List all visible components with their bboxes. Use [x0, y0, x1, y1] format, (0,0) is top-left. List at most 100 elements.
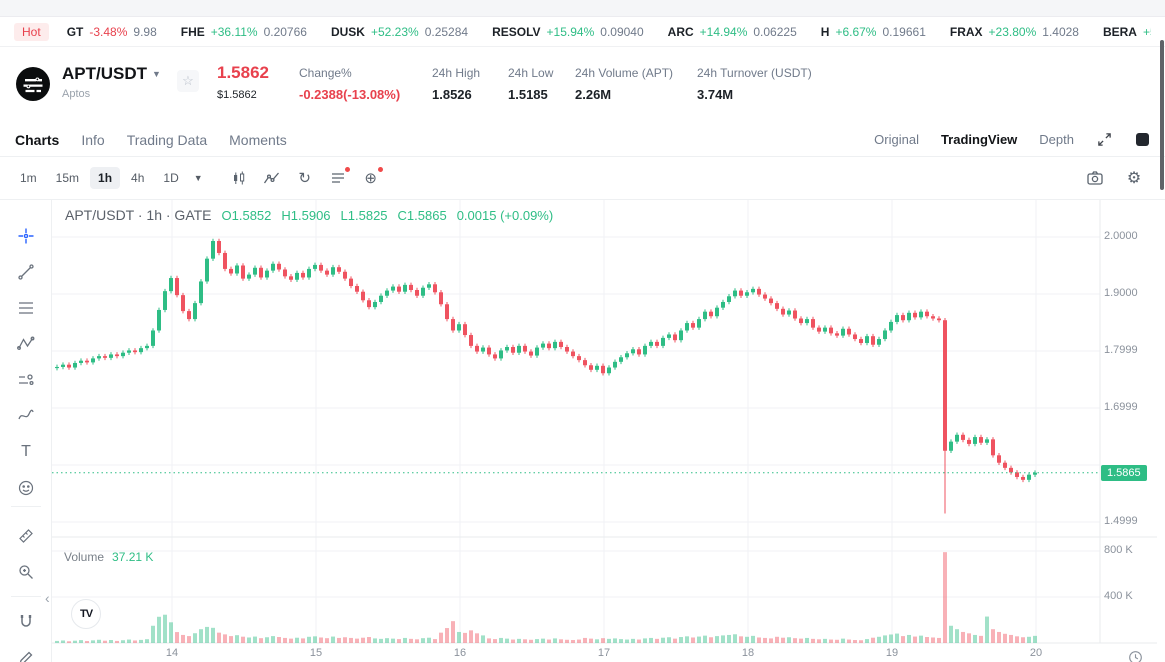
ticker-item-gt[interactable]: GT -3.48% 9.98 [66, 24, 157, 39]
tab-charts[interactable]: Charts [15, 131, 60, 148]
volume-axis-label: 800 K [1104, 544, 1133, 556]
ticker-item-fhe[interactable]: FHE +36.11% 0.20766 [180, 24, 307, 39]
legend-low: L1.5825 [340, 208, 388, 223]
ruler-tool-icon[interactable] [16, 526, 36, 546]
price-axis-label: 1.9000 [1104, 287, 1138, 299]
order-template-icon[interactable] [324, 164, 352, 192]
tab-trading-data[interactable]: Trading Data [126, 131, 208, 148]
timeframe-15m[interactable]: 15m [55, 171, 80, 185]
time-axis-label: 14 [165, 647, 179, 659]
legend-high: H1.5906 [281, 208, 331, 223]
collapse-panel-chevron-icon[interactable]: ‹ [45, 590, 50, 606]
tools-divider [11, 596, 41, 597]
drawing-tools-sidebar: T [0, 200, 52, 662]
tab-info[interactable]: Info [81, 131, 105, 148]
change-block: Change% -0.2388(-13.08%) [299, 66, 400, 102]
text-tool-icon[interactable]: T [21, 443, 31, 460]
legend-close: C1.5865 [397, 208, 447, 223]
timeframe-dropdown-icon[interactable]: ▼ [193, 173, 203, 183]
change-label: Change% [299, 66, 352, 80]
notification-dot [344, 167, 350, 172]
fib-retracement-tool-icon[interactable] [16, 298, 36, 318]
crosshair-tool-icon[interactable] [16, 226, 36, 246]
volume-value: 37.21 K [112, 550, 154, 564]
stat-24h-low: 24h Low 1.5185 [508, 66, 554, 102]
pair-selector[interactable]: APT/USDT ▼ [62, 64, 161, 83]
ticker-item-resolv[interactable]: RESOLV +15.94% 0.09040 [492, 24, 644, 39]
toolbar-right: ⚙ [1081, 164, 1153, 192]
add-indicator-icon[interactable]: ⊕ [357, 164, 385, 192]
candle-style-icon[interactable] [225, 164, 253, 192]
magnet-tool-icon[interactable] [16, 611, 36, 631]
chart-toolbar: 1m 15m 1h 4h 1D ▼ ↻ ⊕ ⚙ [0, 157, 1165, 200]
forecast-tool-icon[interactable] [16, 370, 36, 390]
chart-mode-tabs: Original TradingView Depth [874, 132, 1150, 148]
legend-open: O1.5852 [221, 208, 272, 223]
top-strip [0, 0, 1165, 17]
time-axis-label: 15 [309, 647, 323, 659]
page-scrollbar-thumb[interactable] [1160, 40, 1164, 190]
tab-original[interactable]: Original [874, 132, 919, 147]
chart-settings-gear-icon[interactable]: ⚙ [1126, 170, 1142, 187]
candlestick-chart[interactable] [52, 200, 1157, 662]
legend-symbol[interactable]: APT/USDT · 1h · GATE [65, 207, 212, 223]
timezone-clock-icon[interactable] [1128, 650, 1143, 662]
price-axis-label: 1.4999 [1104, 515, 1138, 528]
brush-tool-icon[interactable] [16, 406, 36, 426]
pencil-tool-icon[interactable] [16, 648, 36, 662]
pair-header: APT/USDT ▼ Aptos ☆ 1.5862 $1.5862 Change%… [0, 47, 1165, 123]
tab-depth[interactable]: Depth [1039, 132, 1074, 147]
time-axis-label: 17 [597, 647, 611, 659]
ticker-item-arc[interactable]: ARC +14.94% 0.06225 [667, 24, 797, 39]
favorite-star-button[interactable]: ☆ [177, 70, 199, 92]
ticker-item-bera[interactable]: BERA+5.64%0.9217 [1102, 24, 1151, 39]
ticker-item-dusk[interactable]: DUSK +52.23% 0.25284 [330, 24, 469, 39]
hot-badge[interactable]: Hot [14, 22, 49, 41]
price-axis-label: 1.7999 [1104, 344, 1138, 357]
time-axis-label: 20 [1029, 647, 1043, 659]
timeframe-1m[interactable]: 1m [20, 171, 37, 185]
ticker-bar: Hot GT -3.48% 9.98 FHE +36.11% 0.20766 DUSK +52… [0, 17, 1165, 47]
emoji-tool-icon[interactable] [16, 478, 36, 498]
pair-title: APT/USDT [62, 64, 147, 83]
time-axis-label: 16 [453, 647, 467, 659]
panel-layout-icon[interactable] [1134, 132, 1150, 148]
view-tabs-bar: Charts Info Trading Data Moments Original Tr… [0, 123, 1165, 157]
tab-moments[interactable]: Moments [229, 131, 287, 148]
chart-legend: APT/USDT · 1h · GATE O1.5852 H1.5906 L1.… [65, 207, 553, 223]
stat-24h-turnover-usdt-: 24h Turnover (USDT) 3.74M [697, 66, 812, 102]
price-axis-label: 1.6999 [1104, 401, 1138, 414]
volume-label: Volume [64, 550, 105, 564]
ticker-item-frax[interactable]: FRAX +23.80% 1.4028 [949, 24, 1079, 39]
pair-name-block: APT/USDT ▼ Aptos [62, 64, 161, 100]
volume-legend: Volume 37.21 K [64, 550, 153, 564]
camera-icon[interactable] [1081, 164, 1109, 192]
timeframe-1h[interactable]: 1h [90, 167, 121, 189]
ticker-item-h[interactable]: H +6.67% 0.19661 [820, 24, 926, 39]
indicators-icon[interactable] [258, 164, 286, 192]
trendline-tool-icon[interactable] [16, 262, 36, 282]
time-axis-label: 18 [741, 647, 755, 659]
refresh-icon[interactable]: ↻ [298, 170, 311, 187]
zoom-tool-icon[interactable] [16, 562, 36, 582]
fullscreen-icon[interactable] [1096, 132, 1112, 148]
tab-tradingview[interactable]: TradingView [940, 132, 1018, 147]
price-axis-label: 2.0000 [1104, 230, 1138, 242]
last-price-badge: 1.5865 [1101, 464, 1147, 481]
notification-dot [377, 167, 383, 172]
tradingview-logo[interactable]: TV [71, 599, 101, 629]
chevron-down-icon: ▼ [152, 69, 161, 79]
aptos-logo-icon [16, 67, 50, 101]
pattern-tool-icon[interactable] [16, 334, 36, 354]
stat-24h-high: 24h High 1.8526 [432, 66, 481, 102]
network-label: Aptos [62, 88, 91, 100]
price-block: 1.5862 $1.5862 [217, 63, 269, 101]
legend-change: 0.0015 (+0.09%) [456, 208, 554, 223]
usd-price: $1.5862 [217, 89, 257, 101]
last-price: 1.5862 [217, 63, 269, 82]
change-value: -0.2388(-13.08%) [299, 87, 401, 102]
timeframe-4h[interactable]: 4h [131, 171, 145, 185]
stat-24h-volume-apt-: 24h Volume (APT) 2.26M [575, 66, 674, 102]
timeframe-1d[interactable]: 1D [163, 171, 179, 185]
